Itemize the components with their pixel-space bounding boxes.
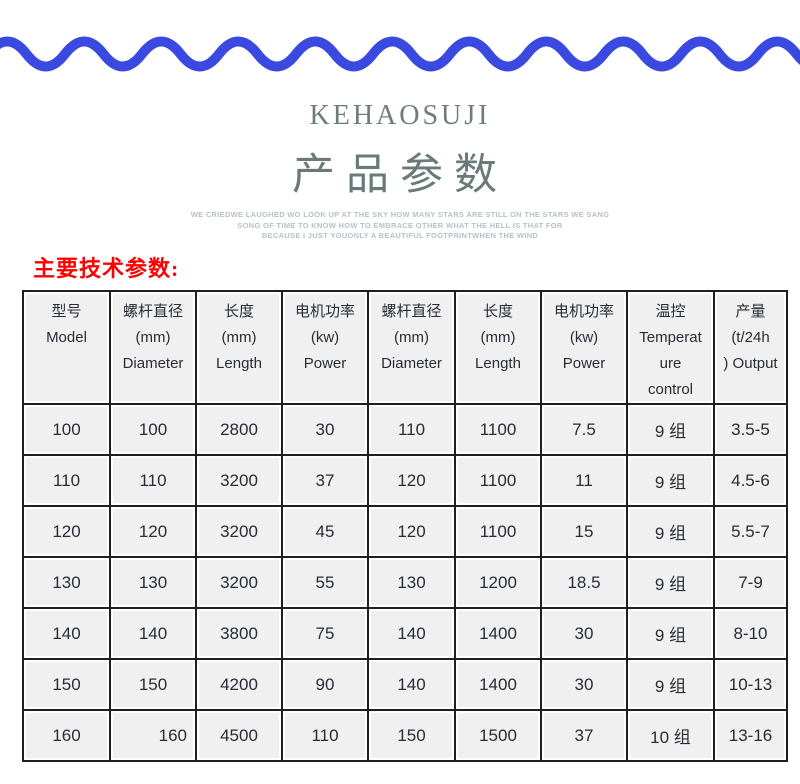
table-cell: 30: [281, 403, 369, 456]
column-header: 螺杆直径 (mm) Diameter: [367, 290, 456, 405]
table-cell: 3200: [195, 505, 283, 558]
table-cell: 4500: [195, 709, 283, 762]
table-cell: 10-13: [713, 658, 788, 711]
table-cell: 130: [367, 556, 456, 609]
table-cell: 37: [281, 454, 369, 507]
table-cell: 100: [22, 403, 111, 456]
page-title: 产品参数: [292, 152, 508, 199]
header-block: KEHAOSUJI 产品参数 WE CRIEDWE LAUGHED WO LOO…: [0, 100, 800, 242]
table-cell: 3200: [195, 556, 283, 609]
table-cell: 7-9: [713, 556, 788, 609]
table-cell: 160: [109, 709, 197, 762]
table-cell: 1100: [454, 505, 542, 558]
table-cell: 2800: [195, 403, 283, 456]
table-cell: 75: [281, 607, 369, 660]
brand-name: KEHAOSUJI: [309, 100, 491, 131]
table-cell: 4.5-6: [713, 454, 788, 507]
table-cell: 140: [367, 658, 456, 711]
table-cell: 120: [367, 454, 456, 507]
column-header: 电机功率 (kw) Power: [540, 290, 628, 405]
table-cell: 1100: [454, 403, 542, 456]
table-cell: 90: [281, 658, 369, 711]
wave-line-icon: [0, 36, 800, 72]
table-cell: 150: [22, 658, 111, 711]
wave-decoration: [0, 0, 800, 100]
column-header: 长度 (mm) Length: [454, 290, 542, 405]
table-cell: 140: [367, 607, 456, 660]
table-cell: 7.5: [540, 403, 628, 456]
table-cell: 110: [281, 709, 369, 762]
table-cell: 8-10: [713, 607, 788, 660]
table-cell: 110: [22, 454, 111, 507]
table-cell: 150: [367, 709, 456, 762]
table-cell: 140: [22, 607, 111, 660]
table-cell: 45: [281, 505, 369, 558]
table-header-row: 型号 Model 螺杆直径 (mm) Diameter 长度 (mm) Length 电机功率(…: [22, 290, 788, 405]
table-cell: 5.5-7: [713, 505, 788, 558]
table-cell: 9 组: [626, 403, 715, 456]
table-cell: 30: [540, 658, 628, 711]
table-cell: 9 组: [626, 505, 715, 558]
table-cell: 120: [22, 505, 111, 558]
table-cell: 37: [540, 709, 628, 762]
column-header: 电机功率 (kw) Power: [281, 290, 369, 405]
table-cell: 11: [540, 454, 628, 507]
table-cell: 150: [109, 658, 197, 711]
table-row: 100 100 2800 30 110 1100 7.5 9 组 3.5-5: [22, 403, 788, 456]
table-cell: 140: [109, 607, 197, 660]
table-cell: 3.5-5: [713, 403, 788, 456]
table-cell: 55: [281, 556, 369, 609]
table-row: 160 160 4500 110 150 1500 37 10 组 13-16: [22, 709, 788, 762]
table-cell: 4200: [195, 658, 283, 711]
table-cell: 15: [540, 505, 628, 558]
spec-table: 型号 Model 螺杆直径 (mm) Diameter 长度 (mm) Length 电机功率(…: [22, 290, 788, 762]
tagline-line-1: WE CRIEDWE LAUGHED WO LOOK UP AT THE SKY…: [190, 210, 610, 219]
table-cell: 9 组: [626, 556, 715, 609]
column-header: 型号 Model: [22, 290, 111, 405]
table-cell: 1400: [454, 607, 542, 660]
table-cell: 120: [367, 505, 456, 558]
column-header: 温控 Temperat ure control: [626, 290, 715, 405]
table-row: 140 140 3800 75 140 1400 30 9 组 8-10: [22, 607, 788, 660]
tagline-line-2: SONG OF TIME TO KNOW HOW TO EMBRACE OTHE…: [237, 220, 563, 230]
table-cell: 3200: [195, 454, 283, 507]
table-cell: 110: [109, 454, 197, 507]
column-header: 螺杆直径 (mm) Diameter: [109, 290, 197, 405]
table-row: 120 120 3200 45 120 1100 15 9 组 5.5-7: [22, 505, 788, 558]
table-cell: 9 组: [626, 607, 715, 660]
section-heading: 主要技术参数:: [33, 256, 180, 281]
tagline-line-3: BECAUSE I JUST YOUONLY A BEAUTIFUL FOOTP…: [261, 231, 539, 240]
table-cell: 3800: [195, 607, 283, 660]
tagline: WE CRIEDWE LAUGHED WO LOOK UP AT THE SKY…: [0, 210, 800, 242]
table-cell: 30: [540, 607, 628, 660]
table-row: 110 110 3200 37 120 1100 11 9 组 4.5-6: [22, 454, 788, 507]
table-cell: 110: [367, 403, 456, 456]
table-cell: 13-16: [713, 709, 788, 762]
column-header: 长度 (mm) Length: [195, 290, 283, 405]
table-cell: 9 组: [626, 658, 715, 711]
table-cell: 160: [22, 709, 111, 762]
table-cell: 1400: [454, 658, 542, 711]
table-cell: 100: [109, 403, 197, 456]
table-cell: 1500: [454, 709, 542, 762]
table-cell: 10 组: [626, 709, 715, 762]
table-cell: 120: [109, 505, 197, 558]
table-cell: 130: [109, 556, 197, 609]
column-header: 产量 (t/24h) Output: [713, 290, 788, 405]
table-row: 130 130 3200 55 130 1200 18.5 9 组 7-9: [22, 556, 788, 609]
table-cell: 1100: [454, 454, 542, 507]
table-cell: 9 组: [626, 454, 715, 507]
table-row: 150 150 4200 90 140 1400 30 9 组 10-13: [22, 658, 788, 711]
table-cell: 1200: [454, 556, 542, 609]
table-cell: 130: [22, 556, 111, 609]
table-cell: 18.5: [540, 556, 628, 609]
